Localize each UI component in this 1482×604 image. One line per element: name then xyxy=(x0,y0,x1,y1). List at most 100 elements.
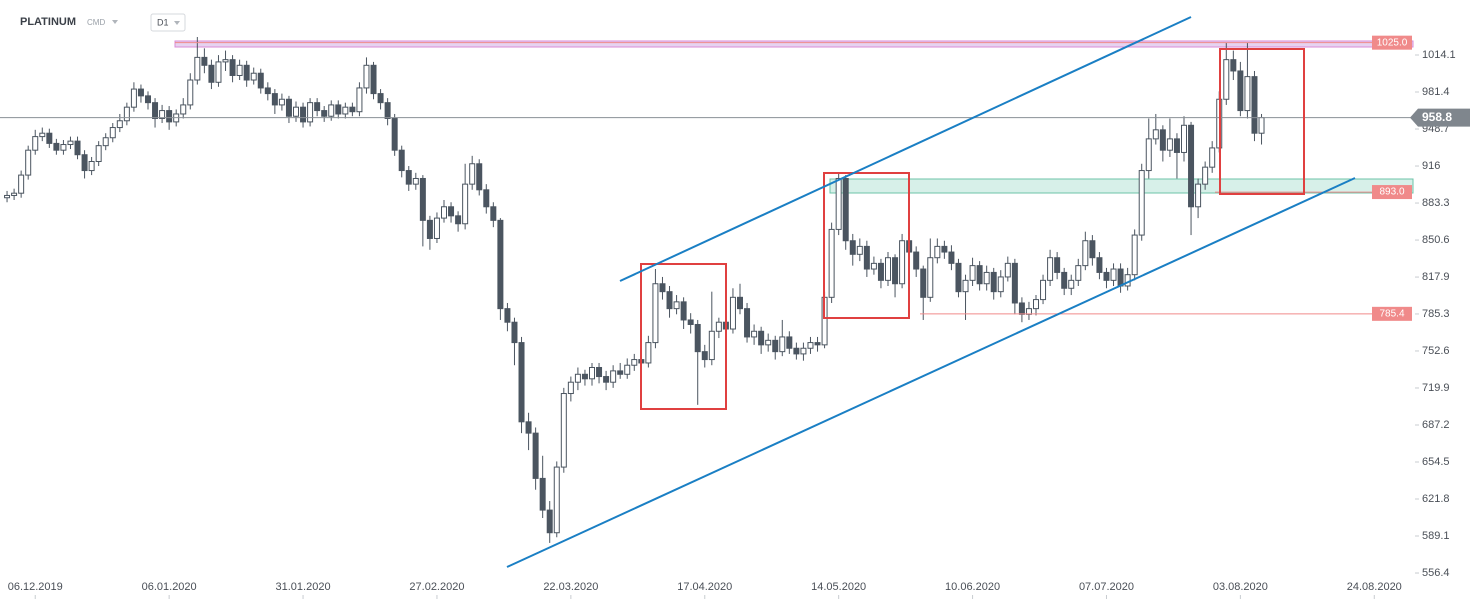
candle-body xyxy=(116,120,123,129)
candle-body xyxy=(673,301,680,310)
candle-body xyxy=(1054,257,1061,273)
y-tick-label: 883.3 xyxy=(1422,197,1450,209)
candle-body xyxy=(328,104,335,117)
candle-body xyxy=(659,283,666,293)
candle-body xyxy=(166,110,173,123)
candle-body xyxy=(46,132,53,144)
candle-body xyxy=(60,144,67,151)
current-price-tag xyxy=(1410,108,1470,127)
y-tick-label: 654.5 xyxy=(1422,456,1450,468)
candle-body xyxy=(137,88,144,97)
candle-body xyxy=(109,127,116,139)
candle-body xyxy=(264,87,271,95)
candle-body xyxy=(990,271,997,293)
candle-body xyxy=(349,106,356,113)
candle-body xyxy=(1011,262,1018,304)
candle-body xyxy=(53,142,60,151)
candle-body xyxy=(1138,170,1145,236)
overlays xyxy=(506,16,1356,568)
candle-body xyxy=(948,251,955,264)
candle-body xyxy=(469,163,476,185)
candle-body xyxy=(666,291,673,310)
candle-body xyxy=(765,339,772,346)
candle-body xyxy=(271,93,278,106)
candle-body xyxy=(997,276,1004,293)
candle-body xyxy=(1258,117,1265,134)
candle-body xyxy=(1188,124,1195,208)
candle-body xyxy=(849,240,856,255)
candle-body xyxy=(123,106,130,122)
dropdown-arrow[interactable] xyxy=(174,21,180,25)
candle-body xyxy=(955,262,962,293)
candle-body xyxy=(257,72,264,89)
symbol: PLATINUM xyxy=(20,16,76,28)
candle-body xyxy=(877,262,884,281)
candle-body xyxy=(1202,166,1209,185)
candle-body xyxy=(786,336,793,349)
dropdown-arrow[interactable] xyxy=(112,20,118,24)
candle-body xyxy=(814,342,821,346)
candle-body xyxy=(976,265,983,285)
y-tick-label: 687.2 xyxy=(1422,419,1450,431)
candle-body xyxy=(920,268,927,298)
candle-body xyxy=(398,149,405,172)
candle-body xyxy=(152,102,159,119)
candle-body xyxy=(581,373,588,380)
candle-body xyxy=(1230,59,1237,72)
plot xyxy=(0,37,1413,543)
candle-body xyxy=(18,174,25,194)
candle-body xyxy=(307,102,314,123)
candle-body xyxy=(1075,265,1082,281)
candle-body xyxy=(870,262,877,270)
candle-body xyxy=(39,132,46,138)
candle-body xyxy=(751,330,758,338)
candle-body xyxy=(793,347,800,355)
candle-body xyxy=(81,154,88,172)
x-tick-label: 06.01.2020 xyxy=(142,581,197,593)
support-zone xyxy=(829,178,1414,194)
highlight-box xyxy=(1219,48,1305,195)
candle-body xyxy=(652,283,659,344)
interval-select[interactable] xyxy=(150,13,186,32)
candle-body xyxy=(758,330,765,346)
candle-body xyxy=(835,177,842,230)
level-label: 1025.0 xyxy=(1377,37,1408,48)
x-tick-label: 27.02.2020 xyxy=(409,581,464,593)
y-tick-label: 752.6 xyxy=(1422,345,1450,357)
drawings xyxy=(174,40,1414,194)
current-price-label: 958.8 xyxy=(1422,110,1452,124)
candle-body xyxy=(617,370,624,375)
x-tick-label: 06.12.2019 xyxy=(8,581,63,593)
candle-body xyxy=(680,301,687,321)
candle-body xyxy=(631,359,638,366)
candle-body xyxy=(356,87,363,113)
candle-body xyxy=(102,137,109,147)
candle-body xyxy=(222,59,229,63)
candle-body xyxy=(1124,274,1131,287)
candle-body xyxy=(828,228,835,298)
candle-body xyxy=(412,177,419,185)
candle-body xyxy=(842,177,849,242)
candle-body xyxy=(490,206,497,221)
candle-body xyxy=(567,381,574,395)
candle-body xyxy=(1004,262,1011,278)
x-tick-label: 03.08.2020 xyxy=(1213,581,1268,593)
candle-body xyxy=(518,342,525,423)
candle-body xyxy=(1251,76,1258,134)
candle-body xyxy=(32,136,39,151)
candle-body xyxy=(779,336,786,353)
candle-body xyxy=(215,61,222,83)
candle-body xyxy=(603,376,610,383)
candle-body xyxy=(899,240,906,285)
candle-body xyxy=(687,319,694,325)
resistance-band xyxy=(174,40,1414,48)
candle-body xyxy=(525,421,532,434)
candle-body xyxy=(1181,124,1187,153)
candle-body xyxy=(483,189,490,208)
candle-body xyxy=(1244,76,1251,112)
y-tick-label: 981.4 xyxy=(1422,86,1450,98)
x-tick-label: 14.05.2020 xyxy=(811,581,866,593)
candle-body xyxy=(363,64,370,89)
candle-body xyxy=(708,330,715,361)
candle-body xyxy=(419,177,426,221)
